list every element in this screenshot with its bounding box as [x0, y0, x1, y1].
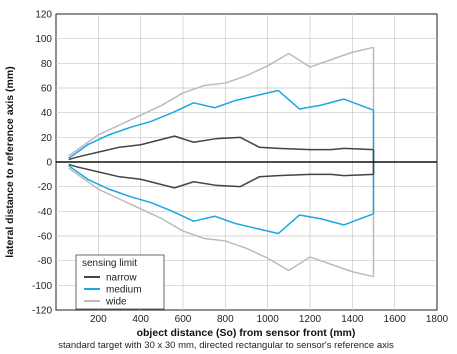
x-tick-label-1400: 1400	[341, 314, 364, 325]
y-axis-ticks: -120 -100 -80 -60 -40 -20 0 20 40 60 80 100 120	[32, 10, 52, 317]
series-narrow-lower-line	[68, 163, 374, 189]
x-tick-label-1600: 1600	[384, 314, 407, 325]
x-tick-label-600: 600	[175, 314, 192, 325]
y-tick-label-40: 40	[41, 108, 53, 119]
series-wide-lower-line	[68, 167, 374, 278]
legend-label-wide: wide	[105, 297, 127, 308]
x-tick-label-1000: 1000	[257, 314, 280, 325]
legend-label-medium: medium	[106, 285, 142, 296]
legend-label-narrow: narrow	[106, 273, 137, 284]
y-tick-label-0: 0	[46, 158, 52, 169]
x-axis-ticks: 200 400 600 800 1000 1200 1400 1600 1800	[90, 314, 449, 325]
x-tick-label-800: 800	[217, 314, 234, 325]
y-tick-label-120: 120	[35, 10, 52, 21]
series-medium-upper-line	[68, 89, 374, 159]
y-axis-title: lateral distance to reference axis (mm)	[4, 66, 16, 257]
y-tick-label--40: -40	[38, 207, 53, 218]
x-axis-title: object distance (So) from sensor front (…	[137, 327, 356, 339]
y-tick-label--100: -100	[32, 281, 52, 292]
y-tick-label-60: 60	[41, 84, 53, 95]
legend-title: sensing limit	[82, 258, 137, 269]
y-tick-label-80: 80	[41, 59, 53, 70]
y-tick-label--20: -20	[38, 182, 53, 193]
y-tick-label--120: -120	[32, 306, 52, 317]
series-medium-lower-line	[68, 165, 374, 235]
y-tick-label--80: -80	[38, 256, 53, 267]
x-tick-label-1800: 1800	[426, 314, 449, 325]
y-tick-label-20: 20	[41, 133, 53, 144]
y-tick-label-100: 100	[35, 34, 52, 45]
x-tick-label-400: 400	[132, 314, 149, 325]
series-narrow-upper-line	[68, 135, 374, 161]
chart-caption: standard target with 30 x 30 mm, directe…	[58, 340, 394, 351]
x-tick-label-1200: 1200	[299, 314, 322, 325]
y-tick-label--60: -60	[38, 232, 53, 243]
x-tick-label-200: 200	[90, 314, 107, 325]
series-wide-upper-line	[68, 46, 374, 157]
